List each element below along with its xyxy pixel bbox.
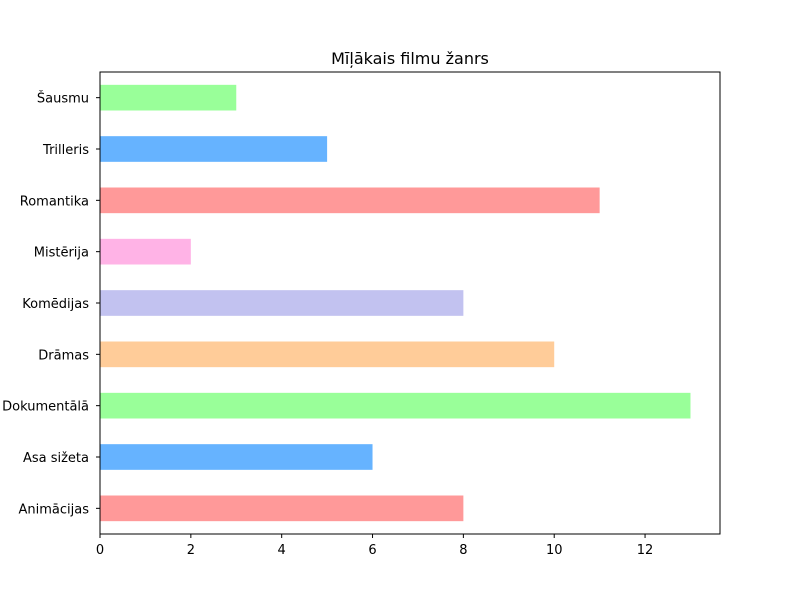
y-tick-label-2: Dokumentālā xyxy=(2,400,89,415)
bar-4 xyxy=(100,290,464,316)
x-tick-label-0: 0 xyxy=(96,543,104,558)
x-tick-label-3: 6 xyxy=(368,543,376,558)
bars-group xyxy=(100,84,691,522)
bar-8 xyxy=(100,84,237,111)
y-tick-label-6: Romantika xyxy=(20,194,89,209)
y-tick-label-1: Asa sižeta xyxy=(23,451,89,466)
x-tick-label-2: 4 xyxy=(278,543,286,558)
y-tick-label-3: Drāmas xyxy=(38,348,89,363)
x-tick-label-5: 10 xyxy=(546,543,563,558)
bar-1 xyxy=(100,444,373,470)
x-axis: 0 2 4 6 8 10 12 xyxy=(96,534,653,558)
bar-3 xyxy=(100,341,555,368)
plot-frame xyxy=(99,71,721,535)
x-tick-label-6: 12 xyxy=(637,543,654,558)
bar-0 xyxy=(100,495,464,522)
bar-5 xyxy=(100,238,191,265)
y-axis: Animācijas Asa sižeta Dokumentālā Drāmas Kom… xyxy=(2,91,100,517)
x-tick-label-4: 8 xyxy=(459,543,467,558)
bar-6 xyxy=(100,187,600,214)
y-tick-label-5: Mistērija xyxy=(34,246,89,261)
bar-2 xyxy=(100,392,691,419)
bar-7 xyxy=(100,136,328,162)
y-tick-label-4: Komēdijas xyxy=(22,297,89,312)
x-tick-label-1: 2 xyxy=(187,543,195,558)
y-tick-label-0: Animācijas xyxy=(19,502,90,517)
chart-title: Mīļākais filmu žanrs xyxy=(331,49,489,68)
y-tick-label-7: Trilleris xyxy=(42,143,89,158)
y-tick-label-8: Šausmu xyxy=(37,91,89,107)
